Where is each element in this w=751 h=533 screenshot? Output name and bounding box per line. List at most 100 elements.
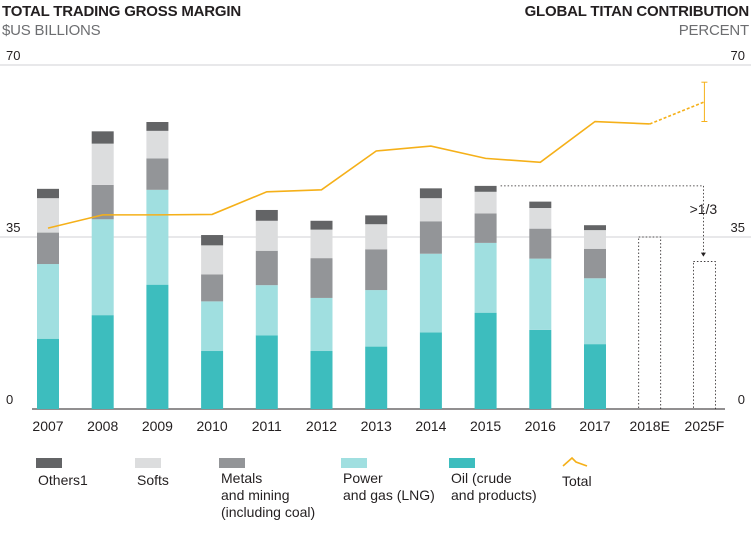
x-label-2010: 2010: [197, 418, 228, 434]
legend: Others1 Softs Metals and mining (including…: [0, 456, 751, 533]
x-label-2025F: 2025F: [685, 418, 725, 434]
bar-2014-softs: [419, 198, 442, 222]
left-axis-unit: $US BILLIONS: [2, 22, 101, 39]
left-tick-label: 35: [6, 220, 20, 235]
bar-2009-others1: [146, 122, 169, 131]
bar-stacks: [37, 122, 606, 409]
bar-2015-metals: [474, 213, 497, 243]
legend-label: Softs: [137, 472, 169, 488]
bar-2012-softs: [310, 229, 333, 259]
x-label-2018E: 2018E: [629, 418, 669, 434]
total-line: [47, 81, 708, 229]
bar-2017-oil-crude: [584, 344, 606, 409]
projection-bar-2025F: [693, 261, 716, 410]
x-label-2016: 2016: [525, 418, 556, 434]
right-axis-title: GLOBAL TITAN CONTRIBUTION: [524, 3, 750, 20]
bar-2008-power: [91, 219, 114, 316]
bar-2013-power: [365, 290, 388, 347]
legend-label: Others1: [38, 472, 88, 488]
bar-2008-metals: [91, 184, 114, 220]
bar-2008-others1: [91, 131, 114, 144]
bar-2017-metals: [584, 248, 606, 279]
bar-2009-power: [146, 189, 169, 285]
x-label-2007: 2007: [32, 418, 63, 434]
bar-2012-others1: [310, 220, 333, 230]
x-label-2011: 2011: [252, 418, 282, 434]
right-tick-label: 70: [731, 48, 745, 63]
bar-2016-metals: [529, 228, 552, 259]
bar-2010-softs: [201, 245, 224, 275]
bar-2017-others1: [584, 225, 606, 231]
chart-title: TOTAL TRADING GROSS MARGIN: [2, 3, 241, 20]
legend-swatch: [449, 458, 475, 468]
x-label-2015: 2015: [470, 418, 501, 434]
x-label-2013: 2013: [361, 418, 392, 434]
bar-2011-metals: [255, 250, 278, 286]
bar-2013-softs: [365, 224, 388, 250]
right-axis-unit: PERCENT: [678, 22, 749, 39]
legend-swatch: [341, 458, 367, 468]
bar-2012-metals: [310, 258, 333, 298]
bar-2017-softs: [584, 230, 606, 249]
bar-2010-oil-crude: [201, 351, 224, 409]
bar-2009-oil-crude: [146, 284, 169, 409]
bar-2011-others1: [255, 209, 278, 221]
bar-2013-metals: [365, 249, 388, 291]
bar-2015-power: [474, 242, 497, 313]
axis-ticks: 0 35 70 0 35 70: [6, 48, 745, 407]
bar-2011-softs: [255, 220, 278, 251]
legend-label: Power and gas (LNG): [343, 470, 435, 503]
bar-2013-others1: [365, 215, 388, 225]
legend-swatch: [36, 458, 62, 468]
projection-bar-2018E: [638, 236, 662, 410]
bar-2007-softs: [37, 198, 59, 233]
bar-2015-others1: [474, 185, 497, 192]
legend-label: Oil (crude and products): [451, 470, 537, 503]
bar-2007-power: [37, 264, 59, 339]
bar-2010-others1: [201, 235, 224, 246]
bar-2007-others1: [37, 188, 59, 199]
bar-2007-oil-crude: [37, 338, 59, 409]
bar-2014-others1: [419, 188, 442, 199]
bar-2016-oil-crude: [529, 329, 552, 409]
legend-swatch: [219, 458, 245, 468]
bar-2016-softs: [529, 208, 552, 229]
legend-label: Total: [562, 473, 592, 489]
x-label-2014: 2014: [415, 418, 446, 434]
bar-2011-power: [255, 285, 278, 336]
bar-2014-power: [419, 253, 442, 333]
x-label-2009: 2009: [142, 418, 173, 434]
bar-2013-oil-crude: [365, 346, 388, 409]
stacked-bar-chart: >1/3 0 35 70 0 35 70 2007 2008 2009 2010 2011 2012…: [0, 48, 751, 434]
chart-header-right: GLOBAL TITAN CONTRIBUTION PERCENT: [524, 2, 750, 40]
bar-2008-oil-crude: [91, 315, 114, 409]
legend-swatch: [135, 458, 161, 468]
bar-2016-power: [529, 258, 552, 330]
bar-2015-oil-crude: [474, 312, 497, 409]
chart-header-left: TOTAL TRADING GROSS MARGIN $US BILLIONS: [2, 2, 241, 40]
bar-2016-others1: [529, 201, 552, 209]
left-tick-label: 70: [6, 48, 20, 63]
bar-2015-softs: [474, 191, 497, 214]
bar-2009-softs: [146, 130, 169, 159]
legend-label: Metals and mining (including coal): [221, 470, 316, 520]
bar-2007-metals: [37, 232, 59, 265]
bar-2011-oil-crude: [255, 335, 278, 409]
right-tick-label: 35: [731, 220, 745, 235]
annotation: >1/3: [500, 185, 718, 257]
legend-line-icon: [562, 456, 588, 467]
bar-2014-metals: [419, 221, 442, 254]
legend-line-path: [562, 456, 588, 467]
annotation-label: >1/3: [690, 201, 718, 217]
left-tick-label: 0: [6, 392, 13, 407]
bar-2014-oil-crude: [419, 332, 442, 409]
bar-2012-oil-crude: [310, 351, 333, 409]
x-label-2012: 2012: [306, 418, 337, 434]
total-line-forecast: [649, 101, 705, 125]
annotation-arrowhead: [700, 252, 706, 257]
x-label-2008: 2008: [87, 418, 118, 434]
right-tick-label: 0: [738, 392, 745, 407]
bar-2010-metals: [201, 274, 224, 302]
bar-2012-power: [310, 297, 333, 352]
projection-bars: [638, 236, 716, 410]
